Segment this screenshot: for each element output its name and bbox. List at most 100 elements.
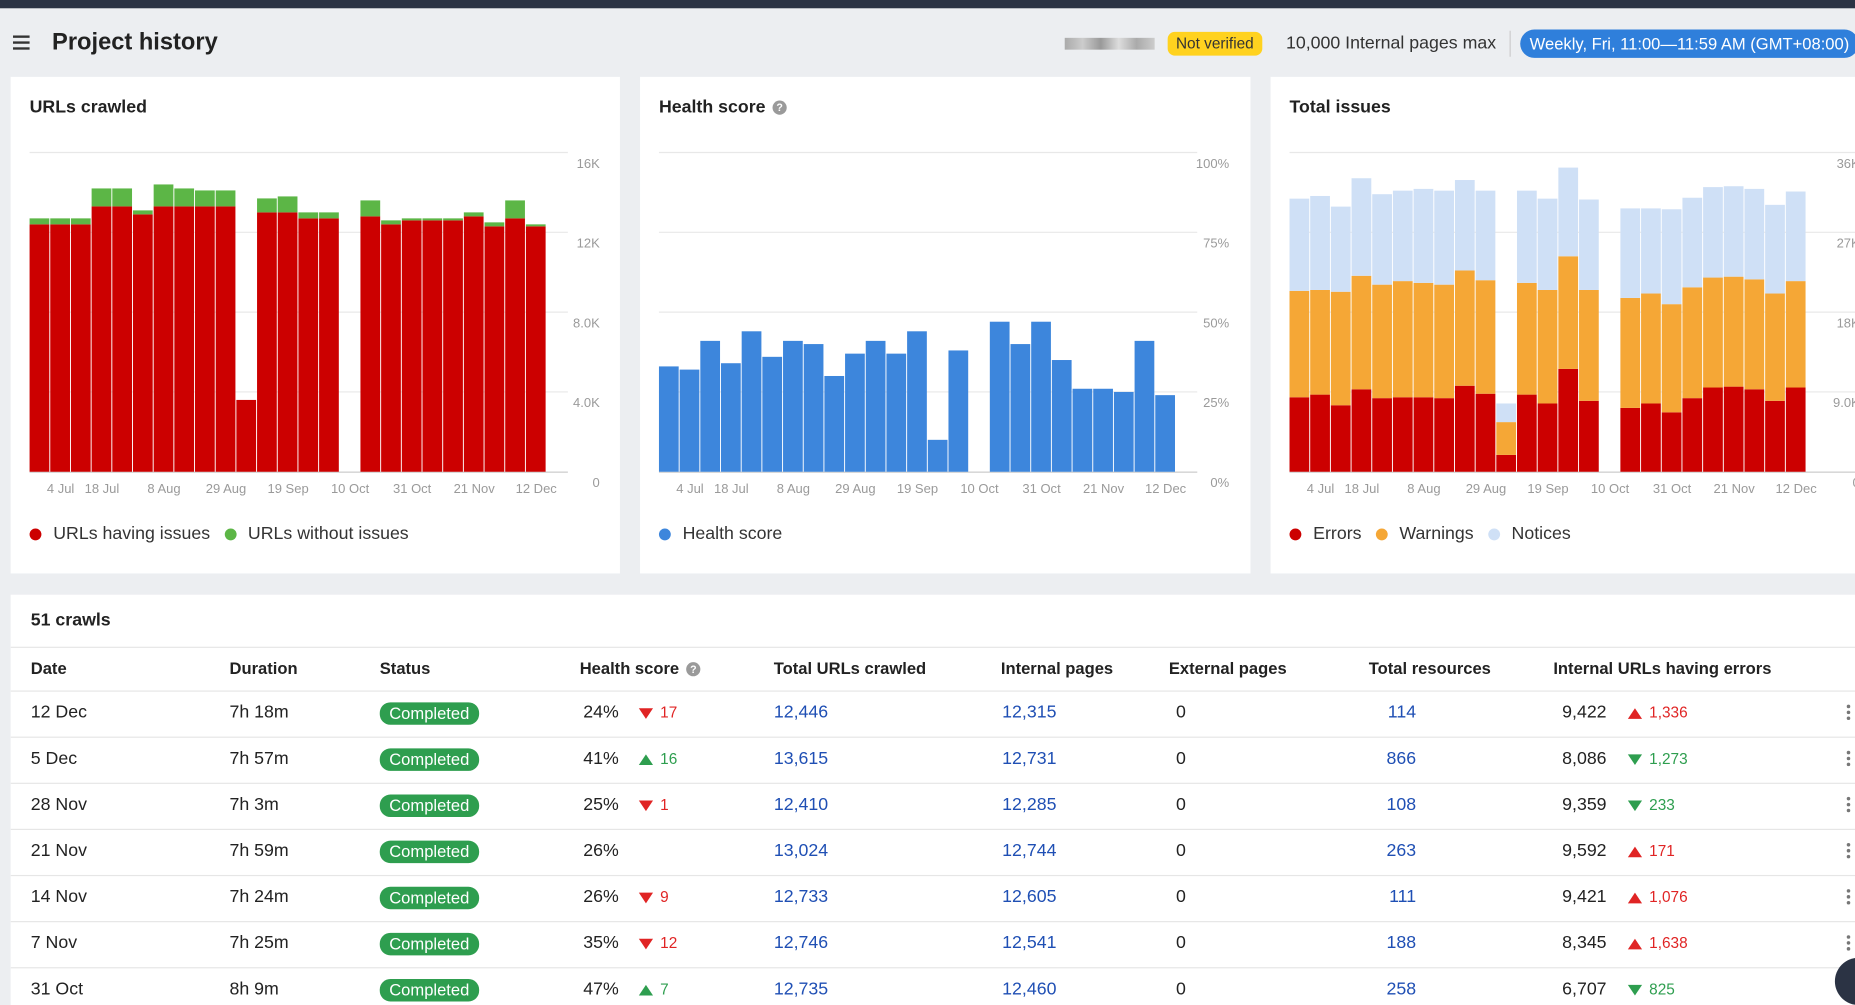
legend-label: Errors <box>1313 524 1361 544</box>
redacted-block <box>1065 38 1155 50</box>
crawl-link[interactable]: 108 <box>1386 793 1416 817</box>
row-divider <box>11 875 1855 876</box>
table-cell: 9,359 <box>1562 793 1606 817</box>
column-header[interactable]: Status <box>380 659 431 678</box>
schedule-button[interactable]: Weekly, Fri, 11:00—11:59 AM (GMT+08:00) <box>1520 30 1855 58</box>
crawl-link[interactable]: 188 <box>1386 932 1416 956</box>
y-tick-label: 100% <box>1196 156 1230 171</box>
row-menu[interactable] <box>1847 751 1852 769</box>
chart-card: Health score? 0%25%50%75%100%4 Jul18 Jul… <box>640 77 1250 574</box>
column-header[interactable]: Date <box>31 659 67 678</box>
change-arrow <box>639 892 653 903</box>
column-header[interactable]: External pages <box>1169 659 1287 678</box>
bar-segment <box>1765 294 1785 401</box>
x-tick-label: 19 Sep <box>897 481 938 496</box>
change-arrow <box>639 708 653 719</box>
crawl-link[interactable]: 13,615 <box>774 747 828 771</box>
crawl-link[interactable]: 263 <box>1386 839 1416 863</box>
legend-item[interactable]: Notices <box>1488 524 1571 544</box>
menu-dot <box>1847 895 1851 899</box>
bar-segment <box>112 188 132 206</box>
x-tick-label: 12 Dec <box>1776 481 1818 496</box>
help-icon[interactable]: ? <box>686 662 700 676</box>
crawl-link[interactable]: 866 <box>1386 747 1416 771</box>
menu-button[interactable] <box>13 35 30 49</box>
column-header[interactable]: Total URLs crawled <box>774 659 926 678</box>
change-indicator: 233 <box>1628 793 1675 817</box>
bar-segment <box>948 350 968 471</box>
legend: Errors Warnings Notices <box>1290 524 1585 544</box>
change-arrow <box>639 754 653 765</box>
bar-segment <box>721 363 741 472</box>
change-value: 825 <box>1649 978 1675 1002</box>
crawl-link[interactable]: 12,744 <box>1002 839 1056 863</box>
change-value: 17 <box>660 701 677 725</box>
change-arrow <box>1628 800 1642 811</box>
bar-segment <box>1703 278 1723 388</box>
crawl-link[interactable]: 12,746 <box>774 932 828 956</box>
table-cell: 7h 3m <box>230 793 279 817</box>
crawl-link[interactable]: 12,446 <box>774 701 828 725</box>
bar-segment <box>92 188 112 206</box>
crawl-link[interactable]: 12,315 <box>1002 701 1056 725</box>
crawl-link[interactable]: 13,024 <box>774 839 828 863</box>
table-cell: 0 <box>1176 747 1186 771</box>
table-cell: 7h 24m <box>230 886 289 910</box>
bar-segment <box>1765 205 1785 294</box>
bar-segment <box>1434 191 1454 285</box>
x-tick-label: 21 Nov <box>454 481 496 496</box>
table-cell: 25% <box>583 793 619 817</box>
bar-segment <box>1517 395 1537 472</box>
crawl-link[interactable]: 12,410 <box>774 793 828 817</box>
crawl-link[interactable]: 12,541 <box>1002 932 1056 956</box>
crawl-link[interactable]: 114 <box>1388 701 1416 725</box>
row-menu[interactable] <box>1847 705 1852 723</box>
legend-item[interactable]: Errors <box>1290 524 1362 544</box>
crawl-link[interactable]: 12,735 <box>774 978 828 1002</box>
legend-item[interactable]: Health score <box>659 524 782 544</box>
y-tick-label: 12K <box>577 236 600 251</box>
x-tick-label: 19 Sep <box>267 481 308 496</box>
crawl-link[interactable]: 12,460 <box>1002 978 1056 1002</box>
column-header[interactable]: Total resources <box>1369 659 1491 678</box>
column-header[interactable]: Duration <box>230 659 298 678</box>
change-indicator: 1,076 <box>1628 886 1688 910</box>
y-tick-label: 18K <box>1837 315 1855 330</box>
crawl-link[interactable]: 258 <box>1386 978 1416 1002</box>
row-menu[interactable] <box>1847 889 1852 907</box>
x-tick-label: 21 Nov <box>1714 481 1756 496</box>
column-header[interactable]: Internal URLs having errors <box>1553 659 1771 678</box>
column-header[interactable]: Health score? <box>580 659 701 678</box>
crawl-link[interactable]: 12,285 <box>1002 793 1056 817</box>
bar-segment <box>112 206 132 471</box>
table-cell: 0 <box>1176 701 1186 725</box>
change-value: 12 <box>660 932 677 956</box>
bar-segment <box>1558 256 1578 369</box>
bar-segment <box>422 218 442 220</box>
row-menu[interactable] <box>1847 843 1852 861</box>
row-menu[interactable] <box>1847 797 1852 815</box>
crawl-link[interactable]: 12,605 <box>1002 886 1056 910</box>
menu-dot <box>1847 711 1851 715</box>
x-tick-label: 8 Aug <box>147 481 180 496</box>
crawl-link[interactable]: 12,733 <box>774 886 828 910</box>
chart: 09.0K18K27K36K4 Jul18 Jul8 Aug29 Aug19 S… <box>1271 77 1855 574</box>
column-header[interactable]: Internal pages <box>1001 659 1113 678</box>
table-cell: 14 Nov <box>31 886 87 910</box>
legend-item[interactable]: URLs without issues <box>224 524 408 544</box>
separator <box>1510 31 1511 57</box>
row-menu[interactable] <box>1847 935 1852 953</box>
table-cell: 8,086 <box>1562 747 1606 771</box>
bar-segment <box>1310 290 1330 395</box>
status-badge: Completed <box>380 841 479 863</box>
crawl-link[interactable]: 12,731 <box>1002 747 1056 771</box>
bar-segment <box>443 218 463 220</box>
bar-segment <box>700 341 720 472</box>
legend-item[interactable]: URLs having issues <box>30 524 210 544</box>
bar-segment <box>1310 395 1330 472</box>
bar-segment <box>133 214 153 471</box>
legend-item[interactable]: Warnings <box>1376 524 1474 544</box>
change-indicator: 12 <box>639 932 677 956</box>
bar-segment <box>1455 386 1475 472</box>
crawl-link[interactable]: 111 <box>1389 886 1416 910</box>
